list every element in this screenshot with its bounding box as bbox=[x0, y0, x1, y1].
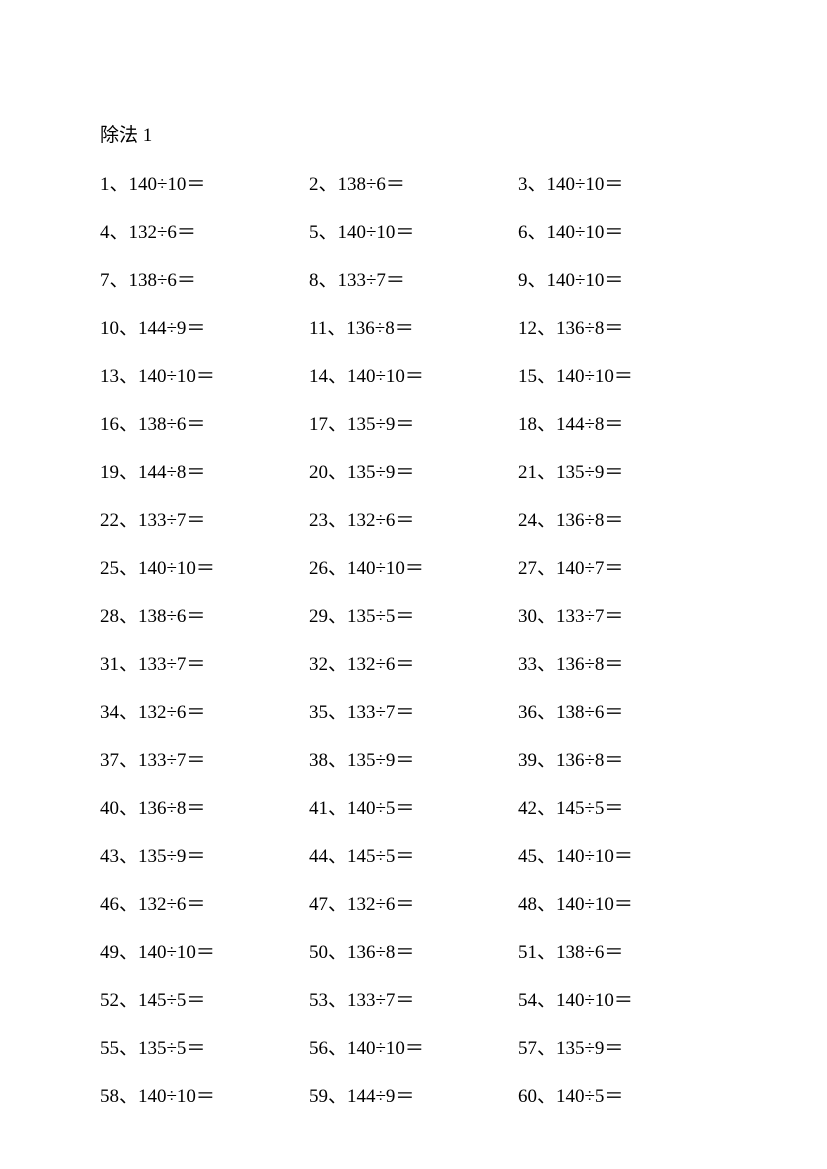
problem-45: 45、140÷10＝ bbox=[518, 841, 727, 868]
problem-49: 49、140÷10＝ bbox=[100, 937, 309, 964]
problem-3: 3、140÷10＝ bbox=[518, 169, 727, 196]
problem-34: 34、132÷6＝ bbox=[100, 697, 309, 724]
problem-25: 25、140÷10＝ bbox=[100, 553, 309, 580]
problem-50: 50、136÷8＝ bbox=[309, 937, 518, 964]
problem-30: 30、133÷7＝ bbox=[518, 601, 727, 628]
problem-41: 41、140÷5＝ bbox=[309, 793, 518, 820]
problem-33: 33、136÷8＝ bbox=[518, 649, 727, 676]
problem-35: 35、133÷7＝ bbox=[309, 697, 518, 724]
problem-57: 57、135÷9＝ bbox=[518, 1033, 727, 1060]
worksheet-page: 除法 1 1、140÷10＝2、138÷6＝3、140÷10＝4、132÷6＝5… bbox=[0, 0, 827, 1169]
problem-60: 60、140÷5＝ bbox=[518, 1081, 727, 1108]
problem-4: 4、132÷6＝ bbox=[100, 217, 309, 244]
problem-23: 23、132÷6＝ bbox=[309, 505, 518, 532]
problem-13: 13、140÷10＝ bbox=[100, 361, 309, 388]
problem-38: 38、135÷9＝ bbox=[309, 745, 518, 772]
problem-32: 32、132÷6＝ bbox=[309, 649, 518, 676]
problem-1: 1、140÷10＝ bbox=[100, 169, 309, 196]
problem-53: 53、133÷7＝ bbox=[309, 985, 518, 1012]
problem-44: 44、145÷5＝ bbox=[309, 841, 518, 868]
problem-36: 36、138÷6＝ bbox=[518, 697, 727, 724]
problem-55: 55、135÷5＝ bbox=[100, 1033, 309, 1060]
problem-59: 59、144÷9＝ bbox=[309, 1081, 518, 1108]
problem-24: 24、136÷8＝ bbox=[518, 505, 727, 532]
problem-47: 47、132÷6＝ bbox=[309, 889, 518, 916]
problem-17: 17、135÷9＝ bbox=[309, 409, 518, 436]
problem-2: 2、138÷6＝ bbox=[309, 169, 518, 196]
problem-11: 11、136÷8＝ bbox=[309, 313, 518, 340]
problem-5: 5、140÷10＝ bbox=[309, 217, 518, 244]
problem-10: 10、144÷9＝ bbox=[100, 313, 309, 340]
problem-18: 18、144÷8＝ bbox=[518, 409, 727, 436]
problem-20: 20、135÷9＝ bbox=[309, 457, 518, 484]
problem-22: 22、133÷7＝ bbox=[100, 505, 309, 532]
problem-7: 7、138÷6＝ bbox=[100, 265, 309, 292]
problem-51: 51、138÷6＝ bbox=[518, 937, 727, 964]
problem-31: 31、133÷7＝ bbox=[100, 649, 309, 676]
problem-40: 40、136÷8＝ bbox=[100, 793, 309, 820]
problem-28: 28、138÷6＝ bbox=[100, 601, 309, 628]
problem-21: 21、135÷9＝ bbox=[518, 457, 727, 484]
problem-8: 8、133÷7＝ bbox=[309, 265, 518, 292]
problem-43: 43、135÷9＝ bbox=[100, 841, 309, 868]
problem-48: 48、140÷10＝ bbox=[518, 889, 727, 916]
problems-grid: 1、140÷10＝2、138÷6＝3、140÷10＝ 4、132÷6＝5、140÷… bbox=[100, 169, 727, 1108]
problem-15: 15、140÷10＝ bbox=[518, 361, 727, 388]
problem-56: 56、140÷10＝ bbox=[309, 1033, 518, 1060]
problem-14: 14、140÷10＝ bbox=[309, 361, 518, 388]
problem-58: 58、140÷10＝ bbox=[100, 1081, 309, 1108]
problem-39: 39、136÷8＝ bbox=[518, 745, 727, 772]
problem-42: 42、145÷5＝ bbox=[518, 793, 727, 820]
problem-29: 29、135÷5＝ bbox=[309, 601, 518, 628]
problem-37: 37、133÷7＝ bbox=[100, 745, 309, 772]
problem-26: 26、140÷10＝ bbox=[309, 553, 518, 580]
problem-27: 27、140÷7＝ bbox=[518, 553, 727, 580]
problem-16: 16、138÷6＝ bbox=[100, 409, 309, 436]
problem-52: 52、145÷5＝ bbox=[100, 985, 309, 1012]
problem-19: 19、144÷8＝ bbox=[100, 457, 309, 484]
problem-54: 54、140÷10＝ bbox=[518, 985, 727, 1012]
problem-9: 9、140÷10＝ bbox=[518, 265, 727, 292]
worksheet-title: 除法 1 bbox=[100, 120, 727, 147]
problem-46: 46、132÷6＝ bbox=[100, 889, 309, 916]
problem-6: 6、140÷10＝ bbox=[518, 217, 727, 244]
problem-12: 12、136÷8＝ bbox=[518, 313, 727, 340]
